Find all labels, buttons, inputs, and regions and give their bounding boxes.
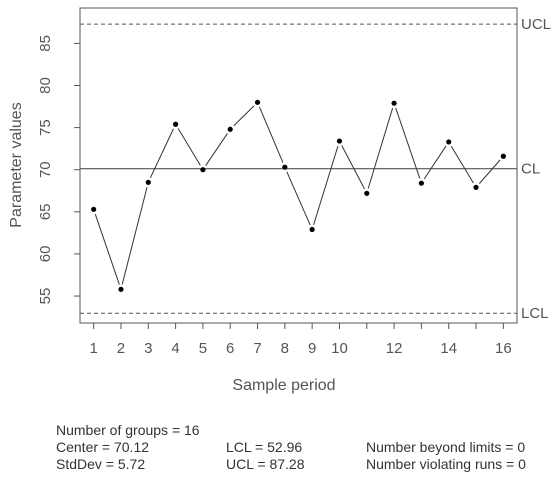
series-segment — [259, 106, 284, 163]
y-tick-label: 65 — [37, 203, 54, 220]
x-tick-label: 10 — [331, 340, 348, 357]
stat-lcl: LCL = 52.96 — [226, 439, 303, 455]
stat-groups: Number of groups = 16 — [56, 422, 200, 438]
y-tick-label: 75 — [37, 119, 54, 136]
stat-violating-runs: Number violating runs = 0 — [366, 456, 526, 472]
y-tick-label: 55 — [37, 288, 54, 305]
data-point — [227, 126, 233, 132]
series-segment — [313, 145, 339, 225]
x-tick-label: 8 — [281, 340, 289, 357]
series-segment — [205, 133, 228, 166]
data-point — [145, 179, 151, 185]
y-tick-label: 70 — [37, 161, 54, 178]
center-line-label: CL — [521, 161, 540, 178]
series-segment — [478, 159, 501, 184]
stat-beyond-limits: Number beyond limits = 0 — [366, 439, 526, 455]
series-segment — [177, 128, 201, 166]
stat-stddev: StdDev = 5.72 — [56, 456, 146, 472]
x-tick-label: 4 — [171, 340, 179, 357]
x-tick-label: 5 — [199, 340, 207, 357]
series-segment — [341, 145, 365, 190]
data-point — [336, 138, 343, 144]
x-tick-label: 16 — [495, 340, 512, 357]
x-tick-label: 2 — [117, 340, 125, 357]
ucl-label: UCL — [521, 16, 551, 33]
series-segment — [423, 145, 447, 180]
x-tick-label: 3 — [144, 340, 152, 357]
data-point — [91, 206, 97, 212]
data-point — [446, 139, 452, 145]
x-axis-label: Sample period — [232, 377, 335, 394]
data-point — [309, 226, 315, 233]
stat-ucl: UCL = 87.28 — [226, 456, 305, 472]
data-point — [500, 153, 506, 159]
data-point — [282, 164, 288, 170]
data-point — [118, 286, 124, 292]
series-segment — [121, 187, 148, 285]
x-tick-label: 7 — [253, 340, 261, 357]
series-segment — [450, 145, 474, 184]
series-segment — [149, 128, 174, 179]
data-point — [200, 167, 206, 173]
x-tick-label: 9 — [308, 340, 316, 357]
series-segment — [233, 105, 255, 127]
x-tick-label: 6 — [226, 340, 234, 357]
lcl-label: LCL — [521, 305, 549, 322]
data-point — [254, 99, 261, 105]
data-point — [391, 100, 397, 106]
data-point — [364, 190, 370, 196]
series-segment — [286, 171, 311, 226]
series-segment — [395, 107, 421, 179]
stat-center: Center = 70.12 — [56, 439, 150, 455]
y-axis-label: Parameter values — [8, 102, 25, 227]
plot-frame — [79, 7, 518, 324]
data-point — [418, 180, 425, 186]
x-tick-label: 14 — [440, 340, 457, 357]
y-tick-label: 80 — [37, 77, 54, 94]
x-tick-label: 12 — [386, 340, 403, 357]
x-tick-label: 1 — [89, 340, 97, 357]
summary-stats: Number of groups = 16 Center = 70.12 LCL… — [56, 422, 526, 473]
data-point — [172, 121, 179, 127]
series-segment — [94, 213, 120, 285]
series-segment — [367, 107, 394, 189]
data-point — [473, 184, 479, 190]
y-tick-label: 85 — [37, 35, 54, 52]
y-tick-label: 60 — [37, 246, 54, 263]
